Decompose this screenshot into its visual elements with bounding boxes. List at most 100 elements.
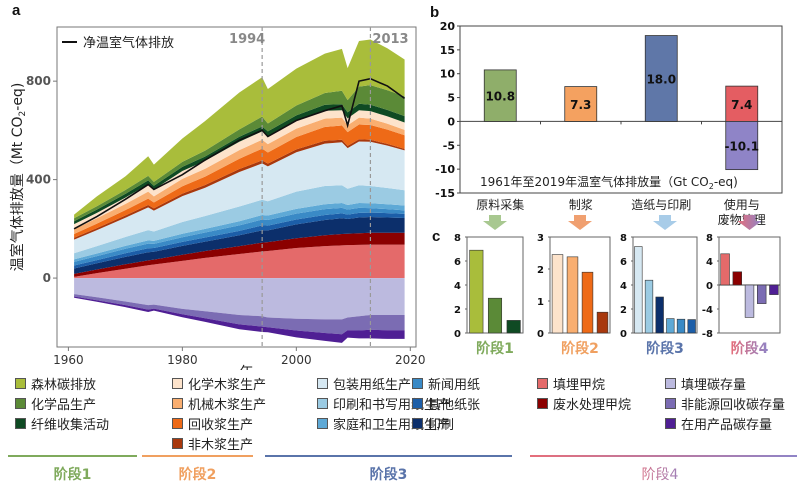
legend-label: 在用产品碳存量 bbox=[681, 418, 773, 433]
panel-a-label: a bbox=[12, 2, 21, 19]
bar-c-printing bbox=[655, 296, 664, 334]
legend-item: 包装用纸生产 bbox=[317, 374, 411, 393]
stage-label: 阶段3 bbox=[369, 467, 408, 483]
stage-divider-line bbox=[265, 455, 512, 457]
legend: 森林碳排放化学品生产 纤维收集活动 化学木浆生产 机械木浆生产回收浆生产 非木浆生产 包装… bbox=[0, 370, 799, 489]
bar-b-negative bbox=[725, 121, 759, 171]
bar-charts-c: 0 2 4 6 8 阶段1 0 1 2 3 阶段2 0 2 4 6 8 阶段3 -8 -4 0 4 8 阶段4 bbox=[454, 215, 781, 357]
area-layer-inuse_storage bbox=[74, 296, 405, 343]
legend-item: 填埋碳存量 bbox=[665, 374, 746, 393]
legend-swatch bbox=[172, 398, 183, 409]
area-chart-a: 1994 2013 0 400 800 1960 1980 2000 2020 年 温室气体排放量（… bbox=[9, 26, 426, 370]
legend-swatch bbox=[15, 418, 26, 429]
y-tick-label-b: 20 bbox=[440, 20, 456, 33]
bar-c-inuse_storage bbox=[769, 284, 779, 295]
x-tick-label-a: 2000 bbox=[281, 353, 312, 367]
y-tick-label-c: 4 bbox=[706, 257, 713, 268]
y-label-tail: -eq) bbox=[10, 83, 26, 111]
bar-c-mech_pulp bbox=[566, 256, 579, 334]
legend-item: 回收浆生产 bbox=[172, 414, 253, 433]
legend-item: 化学品生产 bbox=[15, 394, 96, 413]
title-b-sub: 2 bbox=[709, 182, 714, 191]
bar-c-recycled_pulp bbox=[581, 271, 594, 334]
legend-swatch bbox=[172, 378, 183, 389]
legend-item: 机械木浆生产 bbox=[172, 394, 266, 413]
area-layer-landfill_storage bbox=[74, 278, 405, 320]
y-tick-label-c: 8 bbox=[454, 233, 461, 244]
legend-item: 废水处理甲烷 bbox=[537, 394, 631, 413]
panel-c-label: c bbox=[432, 228, 441, 245]
y-tick-label-c: 2 bbox=[620, 305, 627, 316]
stage-label: 阶段4 bbox=[630, 464, 690, 484]
plot-frame-c bbox=[632, 236, 698, 334]
legend-item: 在用产品碳存量 bbox=[665, 414, 772, 433]
legend-swatch bbox=[317, 398, 328, 409]
y-tick-label-a: 0 bbox=[43, 271, 51, 285]
down-arrow-icon bbox=[653, 215, 677, 230]
legend-label: 其他纸张 bbox=[428, 398, 481, 413]
legend-swatch bbox=[665, 418, 676, 429]
legend-label: 废水处理甲烷 bbox=[553, 398, 632, 413]
y-tick-label-c: 0 bbox=[537, 329, 544, 340]
y-tick-label-c: 2 bbox=[454, 305, 461, 316]
stage-divider-line bbox=[530, 455, 797, 457]
y-tick-label-c: 0 bbox=[620, 329, 627, 340]
bar-label-b: 10.8 bbox=[485, 90, 515, 104]
x-axis-label-a: 年 bbox=[240, 365, 254, 370]
title-b-main: 1961年至2019年温室气体排放量 bbox=[480, 174, 661, 189]
area-layer-nonenergy_storage bbox=[74, 294, 405, 335]
bar-c-wastewater_ch4 bbox=[732, 271, 742, 286]
legend-item: 化学木浆生产 bbox=[172, 374, 266, 393]
legend-item: 纤维收集活动 bbox=[15, 414, 109, 433]
area-layer-recycled_pulp bbox=[74, 124, 405, 238]
down-arrow-icon bbox=[737, 215, 762, 230]
legend-item: 填埋甲烷 bbox=[537, 374, 605, 393]
bar-b-positive bbox=[725, 85, 759, 122]
area-layer-chem bbox=[74, 85, 405, 222]
vline-label-1994: 1994 bbox=[229, 32, 265, 47]
bar-c-newsprint bbox=[676, 318, 686, 334]
stage-divider-line bbox=[142, 455, 253, 457]
y-tick-label-c: 0 bbox=[706, 281, 713, 292]
legend-label: 森林碳排放 bbox=[31, 378, 97, 393]
legend-swatch bbox=[317, 378, 328, 389]
legend-item: 非木浆生产 bbox=[172, 434, 253, 453]
area-layer-wastewater_ch4 bbox=[74, 232, 405, 277]
y-label-unit: （Mt CO bbox=[10, 116, 26, 173]
bar-c-landfill_ch4 bbox=[720, 253, 730, 286]
legend-swatch bbox=[665, 378, 676, 389]
x-category-label-b: 原料采集 bbox=[476, 197, 524, 212]
bar-label-b: 18.0 bbox=[646, 72, 676, 86]
y-tick-label-a: 800 bbox=[26, 74, 51, 88]
stage-title-c: 阶段1 bbox=[476, 340, 514, 357]
bar-c-forest bbox=[469, 249, 484, 334]
bar-chart-b: -15 -10 -5 0 5 10 15 20 10.8 原料采集 7.3 制浆 18.0 造纸与印刷 7.… bbox=[435, 20, 783, 225]
bar-c-nonenergy_storage bbox=[757, 284, 767, 304]
y-tick-label-b: 5 bbox=[447, 92, 455, 105]
bar-c-fiber bbox=[506, 320, 521, 334]
vline-label-2013: 2013 bbox=[372, 32, 408, 47]
legend-label: 回收浆生产 bbox=[188, 418, 254, 433]
y-tick-label-b: -5 bbox=[443, 139, 455, 152]
legend-label: 化学品生产 bbox=[31, 398, 97, 413]
bar-b-positive bbox=[483, 69, 517, 122]
y-tick-label-b: 15 bbox=[440, 44, 455, 57]
legend-label: 印刷 bbox=[428, 418, 455, 433]
bar-c-chem bbox=[487, 297, 503, 334]
y-axis-label-a: 温室气体排放量（Mt CO2-eq) bbox=[9, 83, 28, 272]
legend-swatch bbox=[665, 398, 676, 409]
y-tick-label-c: 4 bbox=[454, 281, 461, 292]
legend-item: 印刷 bbox=[412, 414, 454, 433]
down-arrow-icon bbox=[568, 215, 592, 230]
y-tick-label-b: 0 bbox=[447, 115, 455, 128]
stage-title-c: 阶段4 bbox=[731, 340, 769, 357]
legend-swatch bbox=[412, 398, 423, 409]
legend-net-label: 净温室气体排放 bbox=[83, 35, 174, 51]
bar-c-printing_writing bbox=[644, 279, 654, 334]
y-tick-label-c: 3 bbox=[537, 233, 544, 244]
legend-swatch bbox=[537, 378, 548, 389]
legend-swatch bbox=[172, 438, 183, 449]
y-tick-label-c: -8 bbox=[702, 329, 713, 340]
bar-c-landfill_storage bbox=[744, 284, 755, 318]
y-tick-label-c: 0 bbox=[454, 329, 461, 340]
